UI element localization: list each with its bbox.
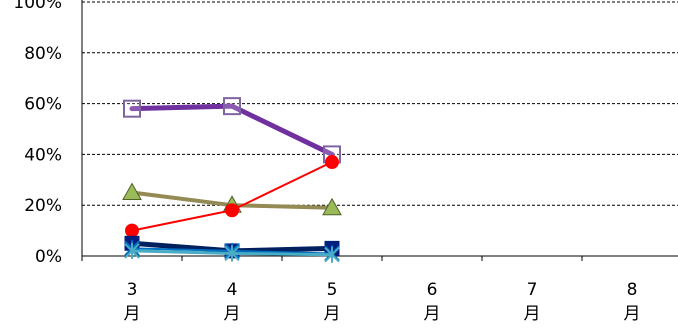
- data-point-marker: [322, 197, 342, 216]
- data-point-marker: [122, 182, 142, 200]
- y-tick-label: 20%: [24, 196, 62, 216]
- data-point-marker: [225, 203, 239, 218]
- y-tick-label: 40%: [24, 145, 62, 165]
- y-tick-label: 60%: [24, 95, 62, 115]
- data-point-marker: [124, 242, 140, 259]
- series-3: [125, 155, 339, 238]
- data-point-marker: [123, 99, 141, 118]
- series-line: [129, 103, 335, 157]
- y-tick-label: 100%: [13, 0, 62, 13]
- data-point-marker: [325, 155, 339, 170]
- gridlines: [82, 1, 678, 206]
- y-tick-label: 0%: [35, 247, 62, 267]
- axes: [81, 0, 678, 261]
- series-1: [123, 97, 341, 164]
- y-tick-label: 80%: [24, 44, 62, 64]
- data-point-marker: [125, 223, 139, 238]
- tick-labels: 0% 20% 40% 60% 80% 100% 3 月 4 月 5 月 6 月 7 月 8 月: [13, 0, 640, 324]
- data-point-marker: [324, 246, 340, 263]
- data-point-marker: [224, 245, 240, 262]
- data-point-marker: [223, 97, 241, 116]
- series-lines: [122, 97, 342, 263]
- series-6: [124, 242, 340, 263]
